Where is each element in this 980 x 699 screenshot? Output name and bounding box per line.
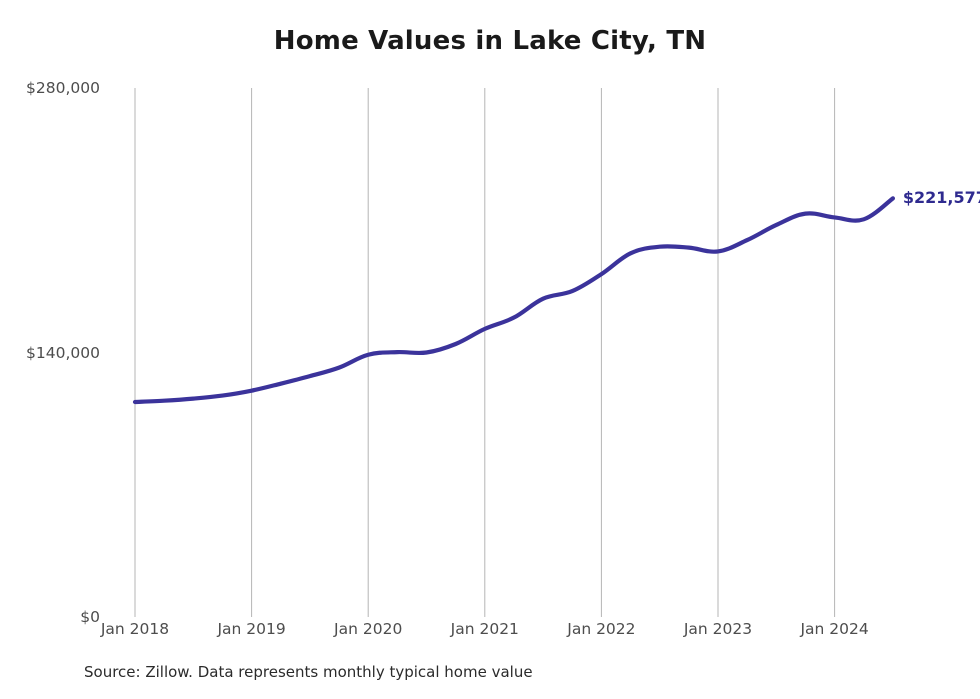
- x-tick-jan-2020: Jan 2020: [334, 620, 403, 638]
- home-value-line-series: [132, 196, 895, 405]
- x-tick-jan-2019: Jan 2019: [217, 620, 286, 638]
- x-tick-jan-2024: Jan 2024: [800, 620, 869, 638]
- y-tick-140000: $140,000: [26, 343, 100, 362]
- x-gridlines: [134, 88, 836, 617]
- x-tick-jan-2021: Jan 2021: [450, 620, 519, 638]
- y-tick-0: $0: [80, 608, 100, 626]
- end-value-label: $221,577: [902, 188, 980, 208]
- source-note: Source: Zillow. Data represents monthly …: [84, 663, 533, 681]
- x-tick-jan-2022: Jan 2022: [567, 620, 636, 638]
- x-tick-jan-2023: Jan 2023: [683, 620, 753, 638]
- x-tick-jan-2018: Jan 2018: [100, 620, 170, 638]
- chart-title: Home Values in Lake City, TN: [273, 26, 707, 56]
- y-tick-280000: $280,000: [26, 79, 100, 97]
